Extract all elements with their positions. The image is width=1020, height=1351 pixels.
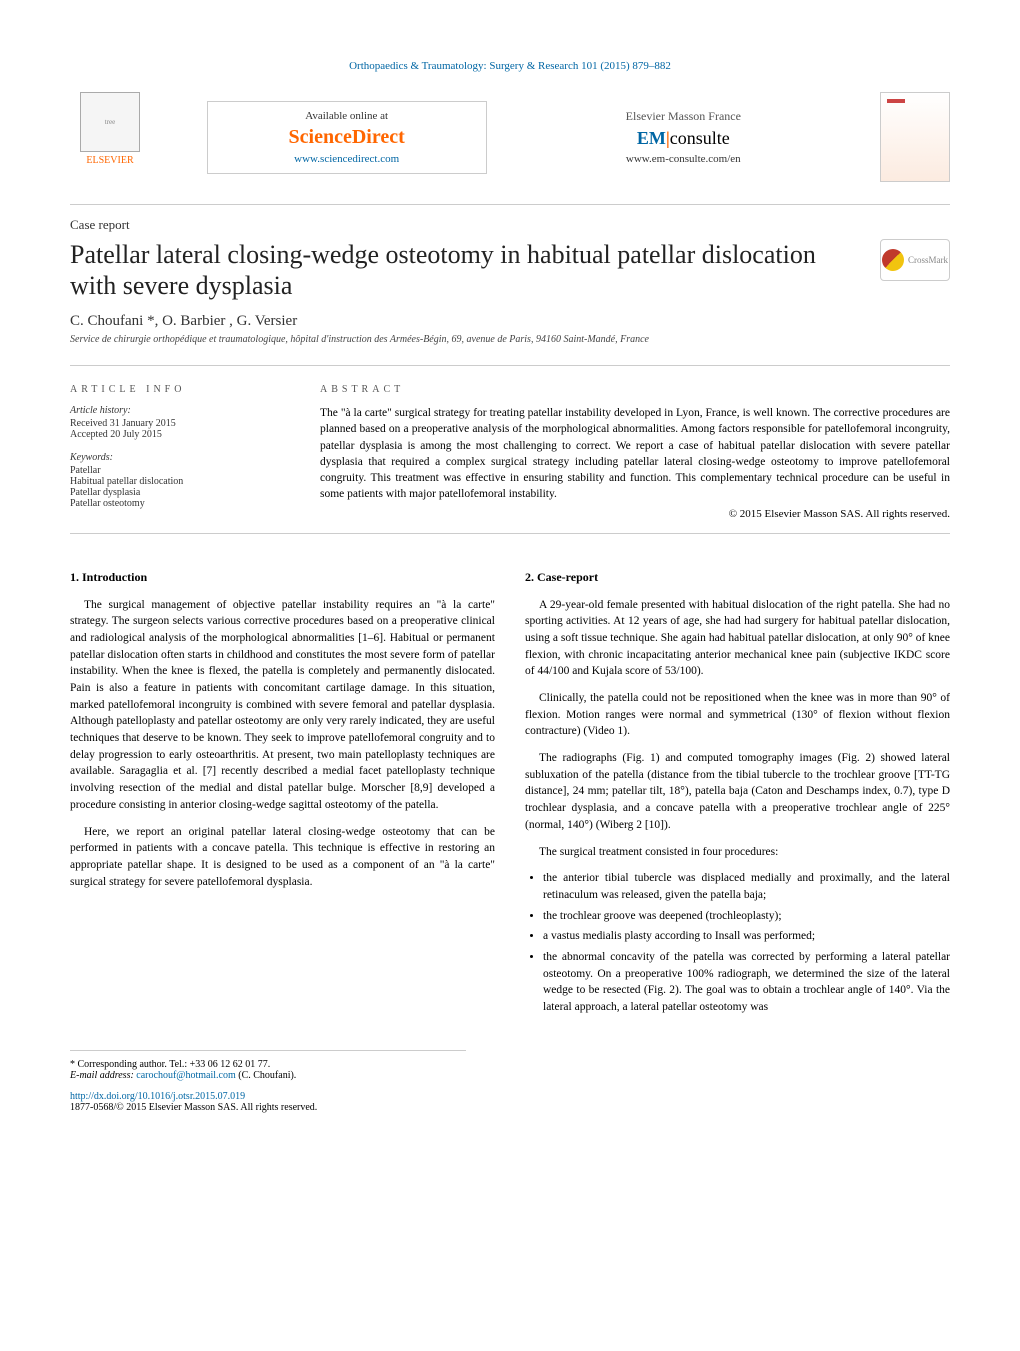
abstract-divider <box>70 533 950 534</box>
crossmark-label: CrossMark <box>908 255 948 265</box>
header-row: tree ELSEVIER Available online at Scienc… <box>70 92 950 192</box>
email-label: E-mail address: <box>70 1070 134 1081</box>
case-paragraph-1: A 29-year-old female presented with habi… <box>525 597 950 680</box>
article-history-block: Article history: Received 31 January 201… <box>70 405 290 440</box>
sciencedirect-link[interactable]: www.sciencedirect.com <box>216 153 478 165</box>
sciencedirect-logo: ScienceDirect <box>216 126 478 149</box>
article-info-heading: ARTICLE INFO <box>70 384 290 395</box>
list-item: the abnormal concavity of the patella wa… <box>543 949 950 1016</box>
elsevier-logo[interactable]: tree ELSEVIER <box>70 92 150 182</box>
keywords-label: Keywords: <box>70 452 290 463</box>
crossmark-button[interactable]: CrossMark <box>880 239 950 281</box>
list-item: the anterior tibial tubercle was displac… <box>543 870 950 903</box>
header-divider <box>70 204 950 205</box>
em-elsevier-label: Elsevier Masson France <box>543 109 823 124</box>
intro-paragraph-2: Here, we report an original patellar lat… <box>70 824 495 891</box>
keywords-block: Keywords: Patellar Habitual patellar dis… <box>70 452 290 509</box>
elsevier-tree-icon: tree <box>80 92 140 152</box>
journal-cover-thumbnail[interactable] <box>880 92 950 182</box>
abstract-copyright: © 2015 Elsevier Masson SAS. All rights r… <box>320 508 950 520</box>
email-suffix: (C. Choufani). <box>238 1070 296 1081</box>
doi-block: http://dx.doi.org/10.1016/j.otsr.2015.07… <box>70 1091 466 1113</box>
info-abstract-row: ARTICLE INFO Article history: Received 3… <box>70 365 950 521</box>
received-date: Received 31 January 2015 <box>70 418 290 429</box>
keyword-item: Patellar osteotomy <box>70 498 290 509</box>
crossmark-icon <box>882 249 904 271</box>
paper-title: Patellar lateral closing-wedge osteotomy… <box>70 239 820 301</box>
abstract-heading: ABSTRACT <box>320 384 950 395</box>
footnotes: * Corresponding author. Tel.: +33 06 12 … <box>70 1050 466 1113</box>
procedures-list: the anterior tibial tubercle was displac… <box>525 870 950 1015</box>
em-consulte-logo: EM|consulte <box>543 128 823 149</box>
keyword-item: Patellar <box>70 465 290 476</box>
sciencedirect-block: Available online at ScienceDirect www.sc… <box>207 101 487 174</box>
case-report-heading: 2. Case-report <box>525 569 950 586</box>
issn-copyright: 1877-0568/© 2015 Elsevier Masson SAS. Al… <box>70 1102 466 1113</box>
history-label: Article history: <box>70 405 290 416</box>
corresponding-author: * Corresponding author. Tel.: +33 06 12 … <box>70 1059 466 1070</box>
article-info: ARTICLE INFO Article history: Received 3… <box>70 384 290 521</box>
case-paragraph-3: The radiographs (Fig. 1) and computed to… <box>525 750 950 833</box>
keyword-item: Patellar dysplasia <box>70 487 290 498</box>
sd-available-label: Available online at <box>216 110 478 122</box>
title-row: Patellar lateral closing-wedge osteotomy… <box>70 239 950 301</box>
list-item: a vastus medialis plasty according to In… <box>543 928 950 945</box>
keyword-item: Habitual patellar dislocation <box>70 476 290 487</box>
em-consulte-link[interactable]: www.em-consulte.com/en <box>543 153 823 165</box>
em-logo-consulte: consulte <box>670 128 730 148</box>
email-link[interactable]: carochouf@hotmail.com <box>136 1070 235 1081</box>
case-paragraph-2: Clinically, the patella could not be rep… <box>525 690 950 740</box>
em-logo-em: EM <box>637 128 666 148</box>
email-line: E-mail address: carochouf@hotmail.com (C… <box>70 1070 466 1081</box>
em-consulte-block: Elsevier Masson France EM|consulte www.e… <box>543 109 823 165</box>
intro-paragraph-1: The surgical management of objective pat… <box>70 597 495 814</box>
accepted-date: Accepted 20 July 2015 <box>70 429 290 440</box>
introduction-heading: 1. Introduction <box>70 569 495 586</box>
list-item: the trochlear groove was deepened (troch… <box>543 908 950 925</box>
journal-reference: Orthopaedics & Traumatology: Surgery & R… <box>70 60 950 72</box>
abstract-block: ABSTRACT The "à la carte" surgical strat… <box>320 384 950 521</box>
body-column-left: 1. Introduction The surgical management … <box>70 569 495 1019</box>
article-type-label: Case report <box>70 217 950 233</box>
case-paragraph-4: The surgical treatment consisted in four… <box>525 844 950 861</box>
body-columns: 1. Introduction The surgical management … <box>70 569 950 1019</box>
abstract-text: The "à la carte" surgical strategy for t… <box>320 405 950 502</box>
authors: C. Choufani *, O. Barbier , G. Versier <box>70 313 950 330</box>
elsevier-label: ELSEVIER <box>86 155 133 166</box>
affiliation: Service de chirurgie orthopédique et tra… <box>70 334 950 345</box>
doi-link[interactable]: http://dx.doi.org/10.1016/j.otsr.2015.07… <box>70 1091 466 1102</box>
body-column-right: 2. Case-report A 29-year-old female pres… <box>525 569 950 1019</box>
